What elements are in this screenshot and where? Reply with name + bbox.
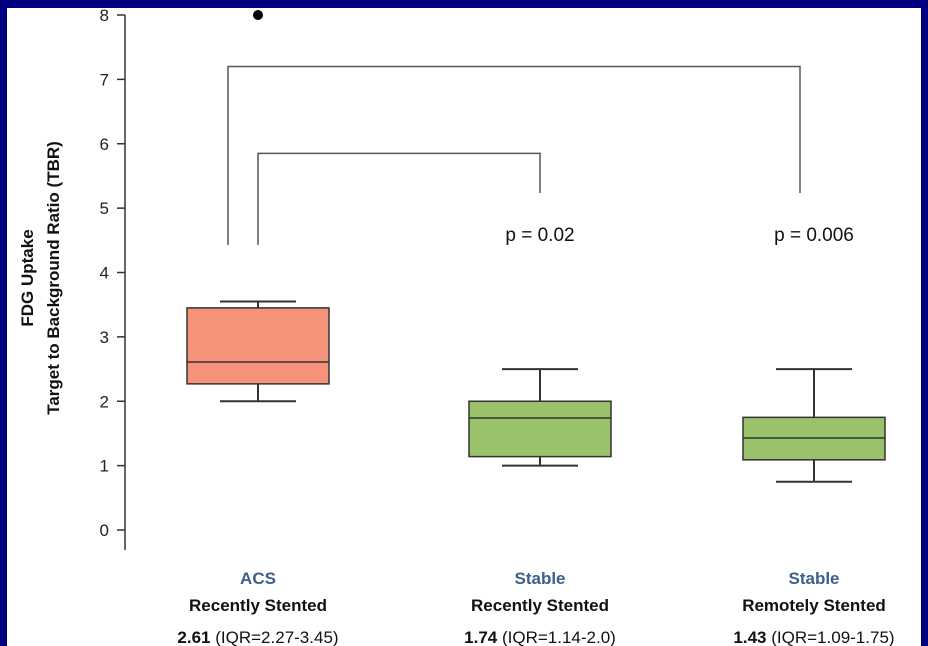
p-value-label: p = 0.006 <box>774 225 854 246</box>
category-stats: 1.43 (IQR=1.09-1.75) <box>733 628 894 646</box>
y-axis-title-line1: FDG Uptake <box>18 229 37 326</box>
box-group <box>468 368 612 467</box>
median-value: 1.43 <box>733 628 766 646</box>
outlier-point <box>253 10 263 20</box>
y-tick-label: 8 <box>100 8 109 25</box>
x-category-labels: ACS Recently Stented 2.61 (IQR=2.27-3.45) S… <box>177 569 894 646</box>
y-tick-label: 1 <box>100 457 109 476</box>
significance-brackets: p = 0.02 p = 0.006 <box>227 65 854 246</box>
iqr-value: (IQR=1.14-2.0) <box>502 628 616 646</box>
y-tick-label: 3 <box>100 328 109 347</box>
category-stats: 2.61 (IQR=2.27-3.45) <box>177 628 338 646</box>
significance-bracket <box>227 65 801 245</box>
median-value: 1.74 <box>464 628 498 646</box>
category-sublabel: Recently Stented <box>471 596 609 615</box>
box-series <box>186 10 886 483</box>
y-tick-label: 6 <box>100 135 109 154</box>
y-tick-label: 4 <box>100 264 109 283</box>
box-group <box>742 368 886 483</box>
iqr-box <box>186 307 330 385</box>
iqr-box <box>468 400 612 458</box>
chart-panel: 0 1 2 3 4 5 6 7 8 FDG Uptake Target to Backgroun… <box>7 8 921 646</box>
y-tick-label: 5 <box>100 199 109 218</box>
category-label: ACS <box>240 569 276 588</box>
p-value-label: p = 0.02 <box>505 225 574 246</box>
iqr-value: (IQR=1.09-1.75) <box>771 628 894 646</box>
y-tick-label: 0 <box>100 521 109 540</box>
category-stats: 1.74 (IQR=1.14-2.0) <box>464 628 616 646</box>
y-axis-title-line2: Target to Background Ratio (TBR) <box>44 141 63 415</box>
box-plot-chart: 0 1 2 3 4 5 6 7 8 FDG Uptake Target to Backgroun… <box>18 8 895 646</box>
category-sublabel: Recently Stented <box>189 596 327 615</box>
category-label: Stable <box>788 569 839 588</box>
y-ticks: 0 1 2 3 4 5 6 7 8 <box>100 8 125 540</box>
median-value: 2.61 <box>177 628 210 646</box>
iqr-value: (IQR=2.27-3.45) <box>215 628 338 646</box>
significance-bracket <box>257 152 541 245</box>
category-sublabel: Remotely Stented <box>742 596 886 615</box>
box-group <box>186 10 330 403</box>
y-tick-label: 7 <box>100 70 109 89</box>
category-label: Stable <box>514 569 565 588</box>
y-tick-label: 2 <box>100 392 109 411</box>
